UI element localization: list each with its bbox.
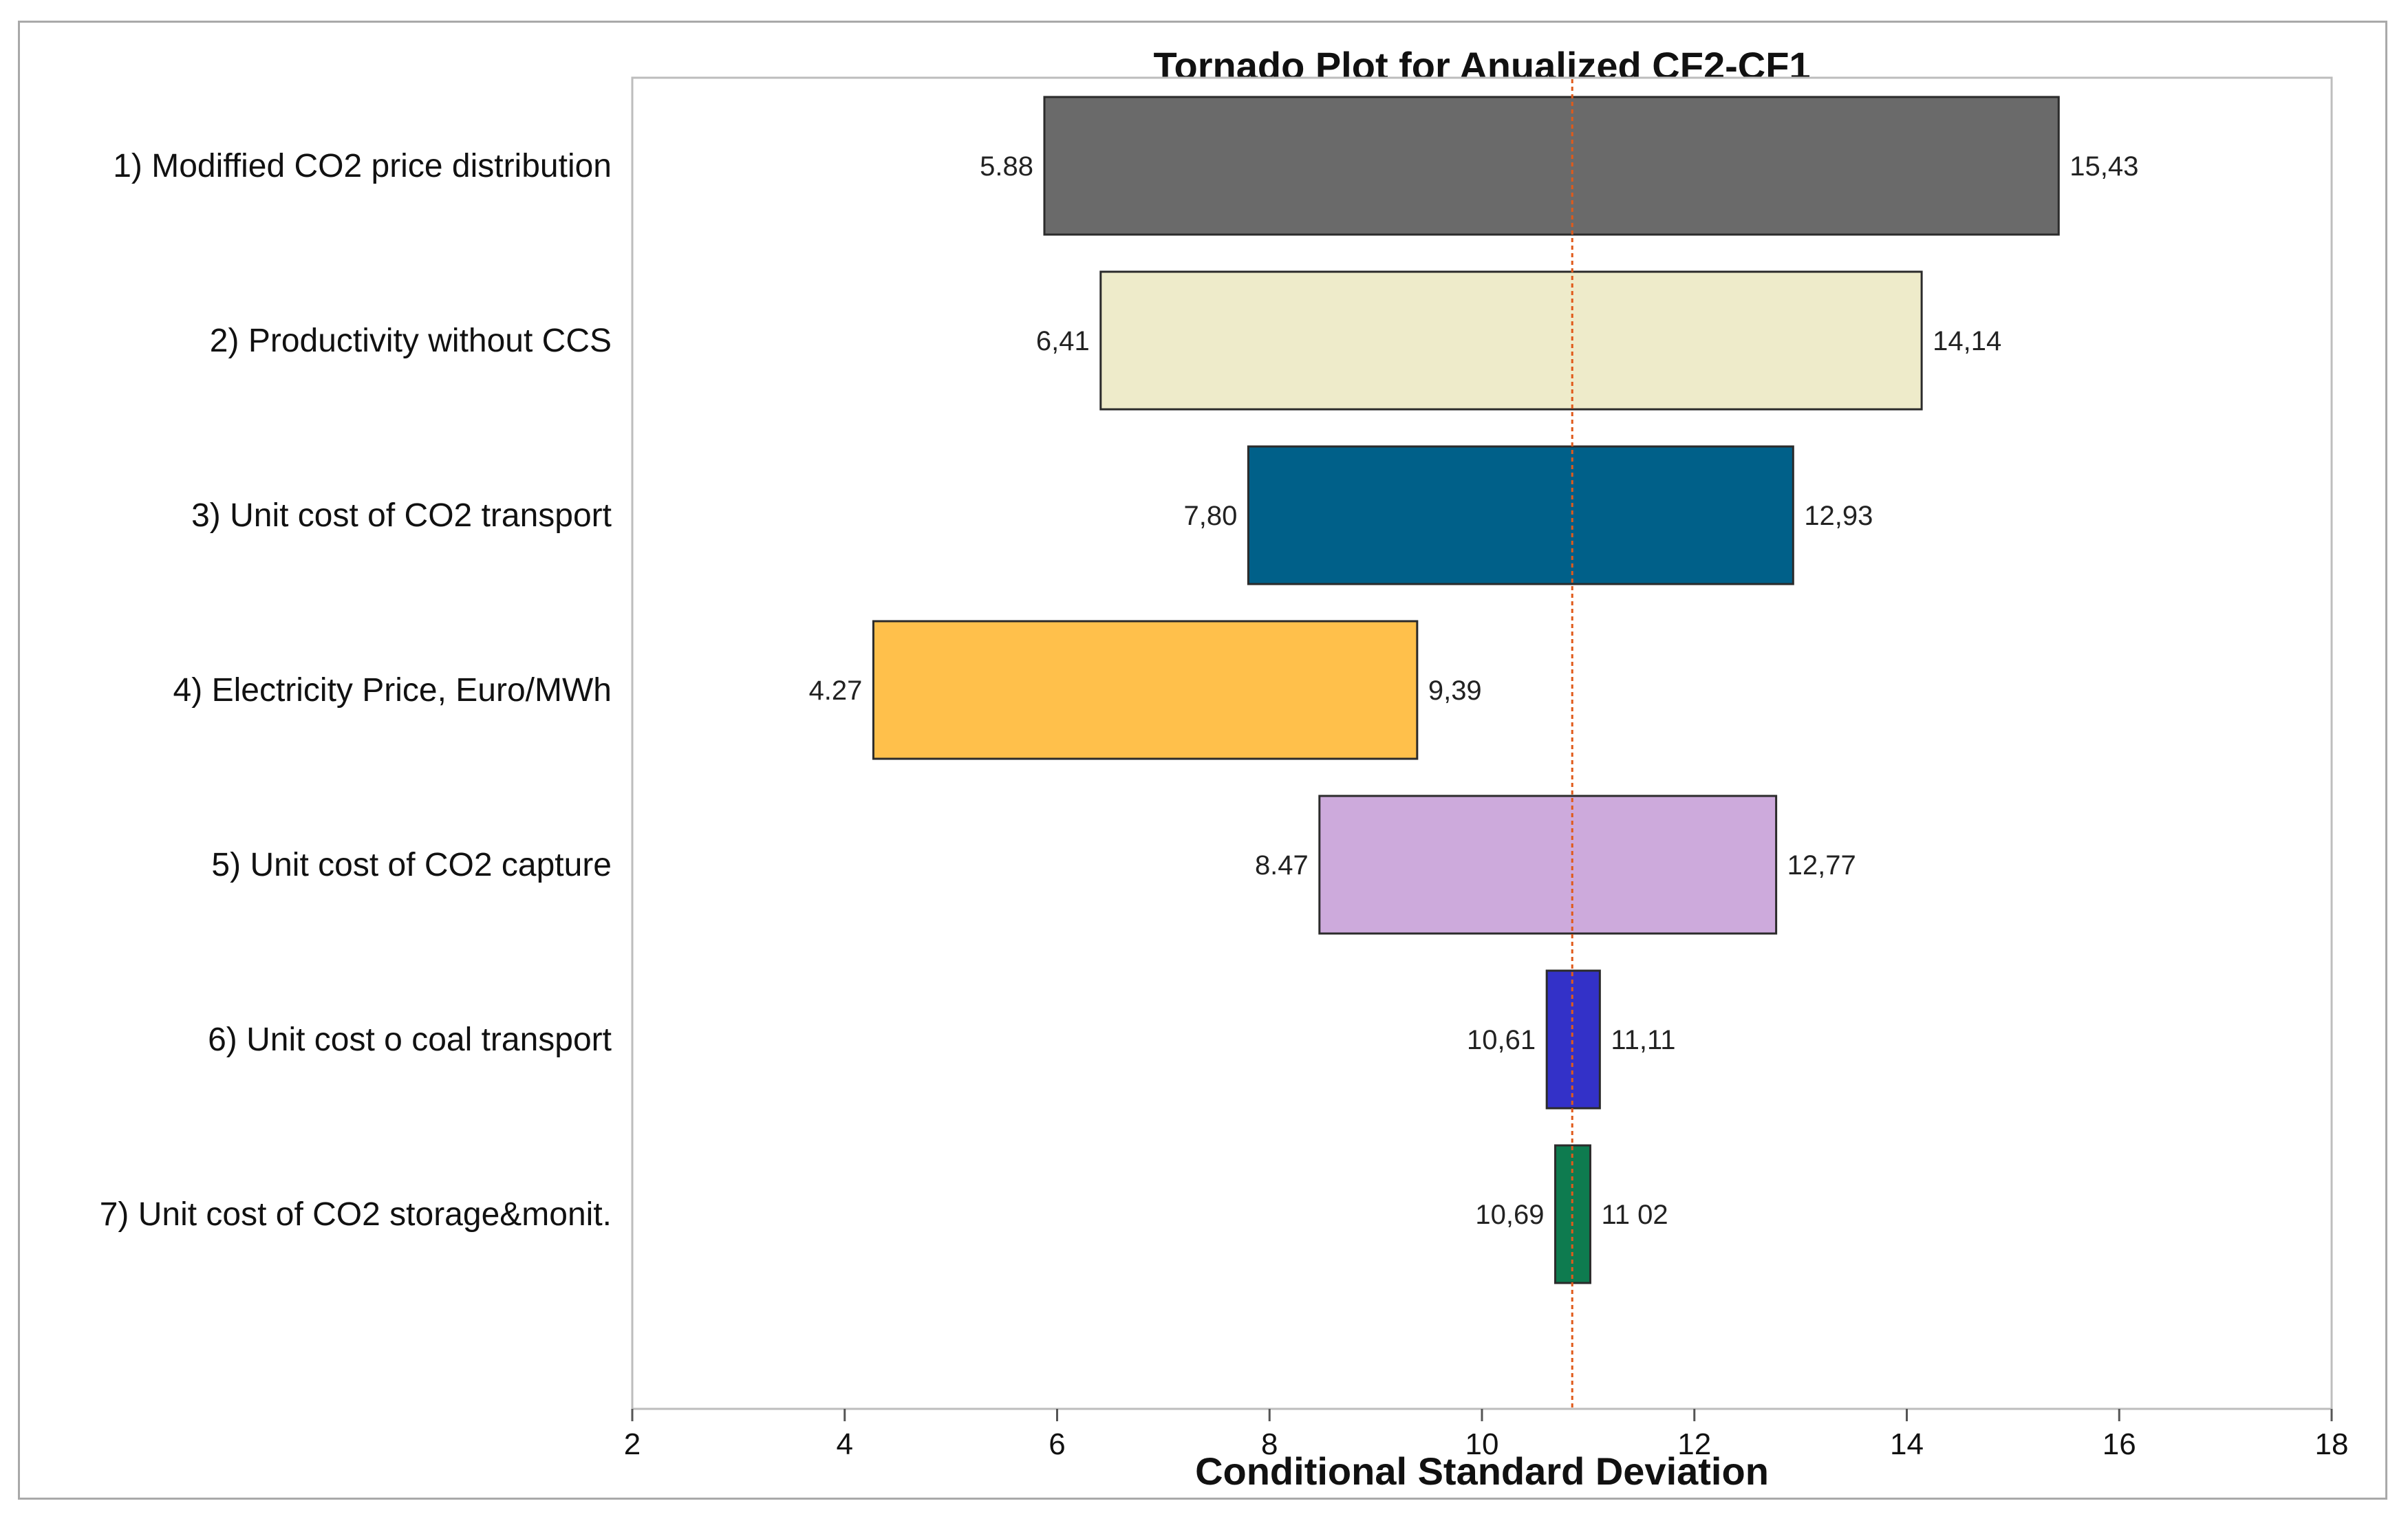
tornado-bar [1545, 969, 1601, 1110]
low-value-label: 5.88 [980, 151, 1033, 182]
tornado-bar [872, 620, 1419, 760]
category-label: 3) Unit cost of CO2 transport [191, 497, 612, 534]
category-label: 6) Unit cost o coal transport [208, 1022, 612, 1058]
low-value-label: 6,41 [1036, 326, 1090, 356]
high-value-label: 14,14 [1933, 326, 2001, 356]
tornado-bar [1318, 795, 1778, 935]
low-value-label: 7,80 [1184, 501, 1238, 531]
x-tick-label: 14 [1890, 1427, 1924, 1461]
category-labels: 1) Modiffied CO2 price distribution 2) Pr… [100, 148, 612, 1233]
category-label: 7) Unit cost of CO2 storage&monit. [100, 1196, 612, 1233]
x-axis-ticks: 2 4 6 8 10 12 14 16 18 [624, 1409, 2349, 1461]
x-tick-label: 8 [1261, 1427, 1278, 1461]
high-value-label: 12,77 [1787, 850, 1856, 881]
low-value-label: 8.47 [1255, 850, 1309, 881]
x-tick-label: 16 [2103, 1427, 2136, 1461]
figure-frame: Tornado Plot for Anualized CF2-CF1 1) Mo… [18, 21, 2387, 1500]
high-value-label: 15,43 [2070, 151, 2138, 182]
tornado-bar [1247, 445, 1794, 585]
bars [872, 96, 2060, 1284]
x-tick-label: 12 [1677, 1427, 1711, 1461]
x-tick-label: 2 [624, 1427, 641, 1461]
tornado-chart: Tornado Plot for Anualized CF2-CF1 1) Mo… [100, 44, 2349, 1493]
high-value-label: 12,93 [1804, 501, 1873, 531]
x-tick-label: 6 [1049, 1427, 1065, 1461]
category-label: 1) Modiffied CO2 price distribution [113, 148, 612, 184]
category-label: 4) Electricity Price, Euro/MWh [173, 672, 612, 709]
category-label: 2) Productivity without CCS [210, 323, 612, 359]
category-label: 5) Unit cost of CO2 capture [211, 847, 612, 883]
low-value-label: 4.27 [809, 676, 863, 706]
x-tick-label: 10 [1465, 1427, 1499, 1461]
high-value-label: 9,39 [1428, 676, 1482, 706]
low-value-label: 10,61 [1467, 1025, 1536, 1055]
high-value-label: 11 02 [1601, 1200, 1668, 1230]
high-value-label: 11,11 [1611, 1025, 1675, 1055]
x-tick-label: 18 [2315, 1427, 2349, 1461]
tornado-bar [1043, 96, 2060, 236]
x-axis-label: Conditional Standard Deviation [1195, 1449, 1769, 1493]
low-value-label: 10,69 [1475, 1200, 1544, 1230]
x-tick-label: 4 [837, 1427, 853, 1461]
value-labels: 5.88 15,43 6,41 14,14 7,80 12,93 4.27 9,39 8.47 1… [809, 151, 2139, 1230]
tornado-bar [1099, 270, 1923, 411]
